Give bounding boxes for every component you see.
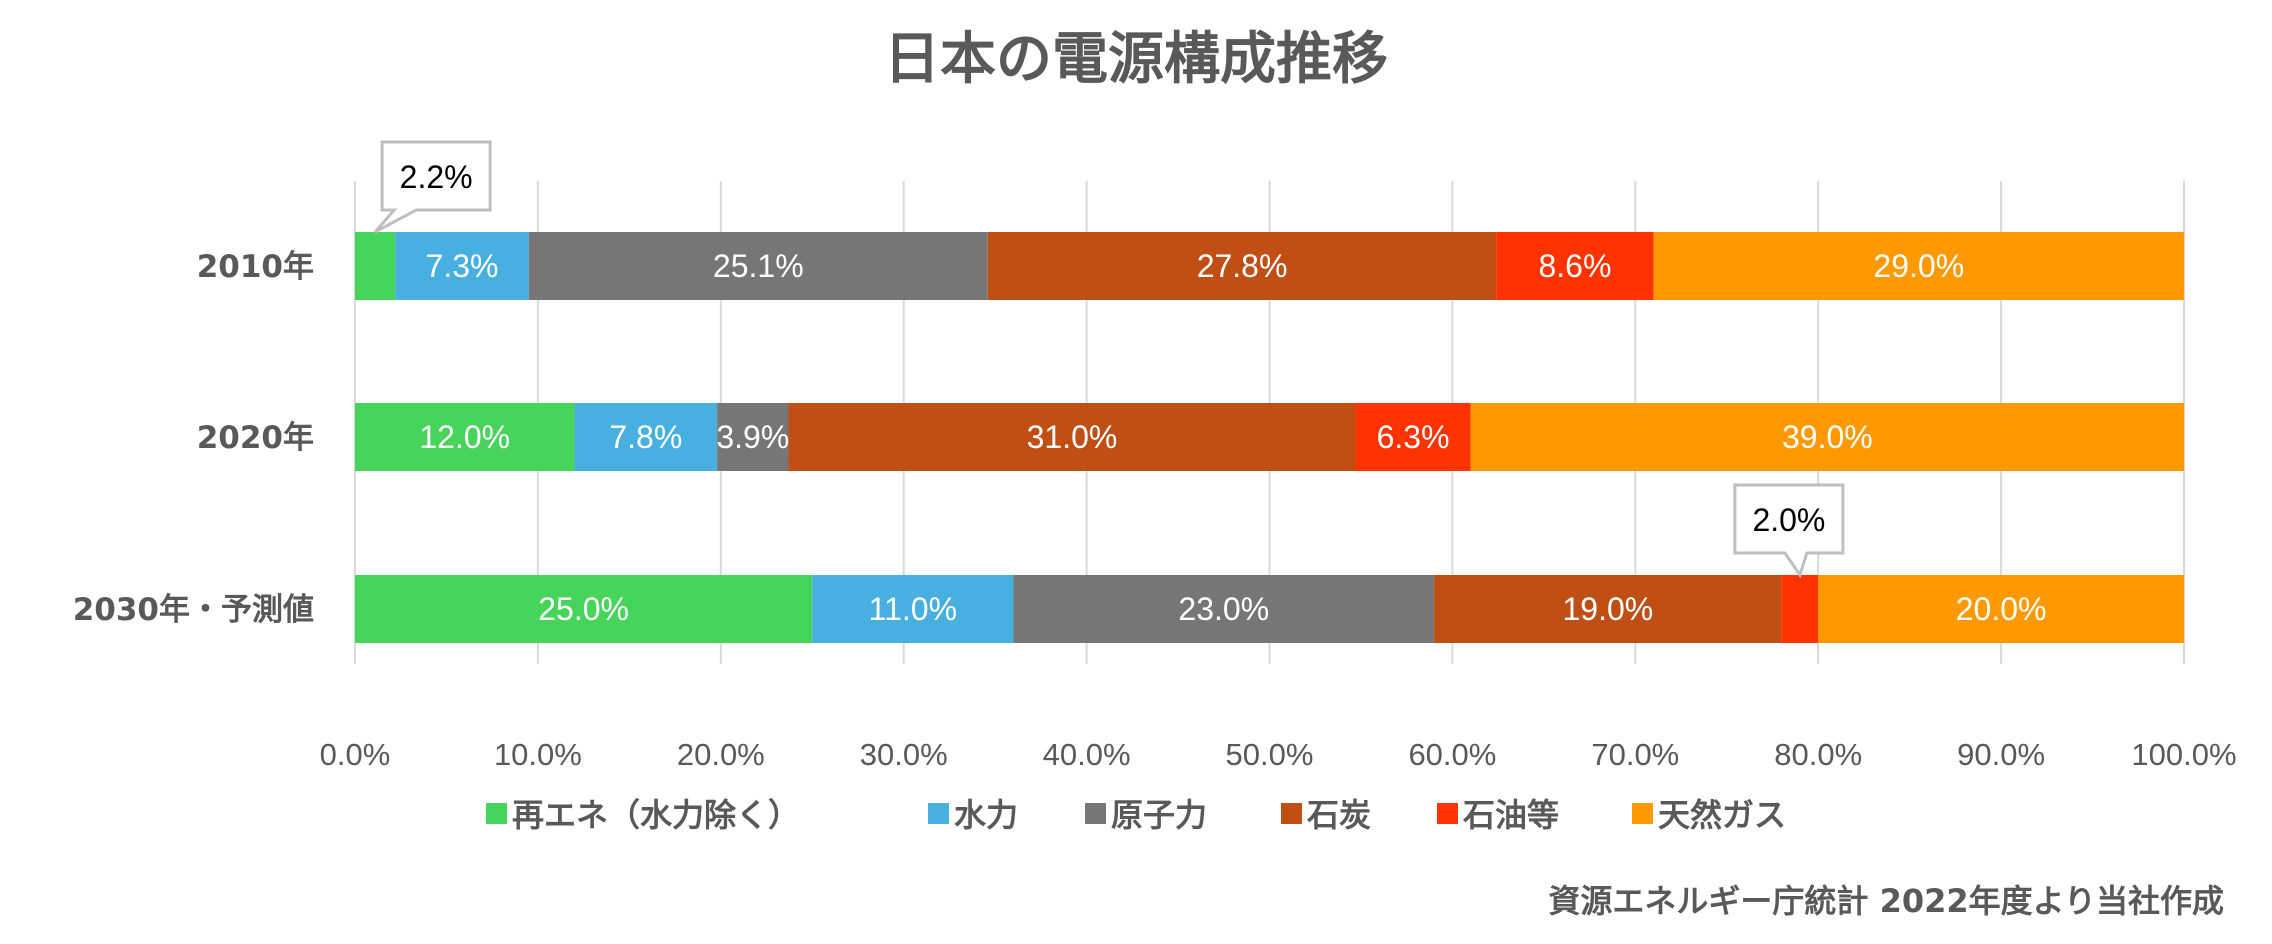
bar-segment xyxy=(1653,232,2184,300)
bar-segment xyxy=(574,403,718,471)
bar-segment xyxy=(355,232,396,300)
data-label: 7.3% xyxy=(426,248,499,284)
data-label: 39.0% xyxy=(1782,419,1873,455)
x-tick-label: 90.0% xyxy=(1957,737,2045,772)
data-label: 25.1% xyxy=(713,248,804,284)
bar-segment xyxy=(788,403,1356,471)
x-tick-label: 30.0% xyxy=(860,737,948,772)
x-tick-label: 60.0% xyxy=(1408,737,1496,772)
legend-label: 天然ガス xyxy=(1658,796,1786,834)
x-tick-label: 10.0% xyxy=(494,737,582,772)
x-axis-ticks: 0.0% 10.0% 20.0% 30.0% 40.0% 50.0% 60.0% 70.0% 8… xyxy=(320,737,2237,772)
legend-swatch xyxy=(928,803,949,824)
legend-label: 原子力 xyxy=(1111,796,1207,834)
x-tick-label: 0.0% xyxy=(320,737,391,772)
data-label: 20.0% xyxy=(1956,591,2047,627)
x-tick-label: 50.0% xyxy=(1226,737,1314,772)
y-category-label: 2020年 xyxy=(197,420,314,456)
bar-segment xyxy=(355,575,813,643)
callout-box xyxy=(1733,483,1845,579)
bar-segment xyxy=(528,232,988,300)
data-label: 6.3% xyxy=(1377,419,1450,455)
x-tick-label: 20.0% xyxy=(677,737,765,772)
bar-segment xyxy=(1434,575,1782,643)
x-tick-label: 40.0% xyxy=(1043,737,1131,772)
bar-segment xyxy=(1470,403,2184,471)
data-label: 29.0% xyxy=(1873,248,1964,284)
data-label: 11.0% xyxy=(869,591,957,627)
legend: 再エネ（水力除く） 水力 原子力 石炭 石油等 天然ガス xyxy=(486,796,1786,834)
legend-label: 石油等 xyxy=(1462,796,1559,834)
legend-swatch xyxy=(1281,803,1302,824)
legend-swatch xyxy=(1085,803,1106,824)
legend-label: 再エネ（水力除く） xyxy=(512,796,800,834)
callouts: 2.2% 2.0% xyxy=(373,140,1845,579)
callout-box xyxy=(373,140,492,234)
data-label: 7.8% xyxy=(609,419,682,455)
bar-segment xyxy=(1496,232,1654,300)
legend-swatch xyxy=(1437,803,1458,824)
source-note: 資源エネルギー庁統計 2022年度より当社作成 xyxy=(1548,882,2224,920)
legend-label: 石炭 xyxy=(1306,796,1371,834)
x-tick-label: 70.0% xyxy=(1591,737,1679,772)
legend-swatch xyxy=(486,803,507,824)
legend-label: 水力 xyxy=(954,796,1018,834)
data-label: 19.0% xyxy=(1562,591,1653,627)
bar-segment xyxy=(1355,403,1471,471)
x-tick-label: 80.0% xyxy=(1774,737,1862,772)
bar-segment xyxy=(987,232,1497,300)
data-label: 8.6% xyxy=(1538,248,1611,284)
bar-segment xyxy=(812,575,1014,643)
bars: 7.3% 25.1% 27.8% 8.6% 29.0% 12.0% 7.8% 3.9% 31.0… xyxy=(355,232,2184,643)
callout-label: 2.2% xyxy=(400,159,473,195)
bar-segment xyxy=(1013,575,1435,643)
data-label: 25.0% xyxy=(538,591,629,627)
y-category-label: 2030年・予測値 xyxy=(73,592,314,628)
bar-segment xyxy=(395,232,529,300)
data-label: 3.9% xyxy=(716,419,789,455)
y-axis-labels: 2010年 2020年 2030年・予測値 xyxy=(73,249,314,628)
bar-segment xyxy=(355,403,575,471)
data-label: 31.0% xyxy=(1027,419,1118,455)
legend-swatch xyxy=(1632,803,1653,824)
x-tick-label: 100.0% xyxy=(2131,737,2236,772)
bar-segment xyxy=(1818,575,2184,643)
data-label: 12.0% xyxy=(419,419,510,455)
y-category-label: 2010年 xyxy=(197,249,314,285)
data-label: 27.8% xyxy=(1197,248,1288,284)
data-label: 23.0% xyxy=(1178,591,1269,627)
callout-label: 2.0% xyxy=(1752,502,1825,538)
bar-segment xyxy=(1781,575,1819,643)
bar-segment xyxy=(717,403,789,471)
chart-title: 日本の電源構成推移 xyxy=(884,27,1388,92)
